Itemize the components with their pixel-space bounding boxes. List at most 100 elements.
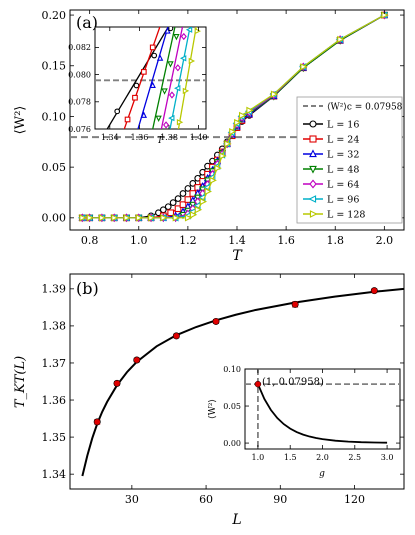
inset-series-l128 <box>176 27 201 129</box>
legend-swatch-marker <box>309 149 317 158</box>
legend-item: L = 32 <box>303 149 359 161</box>
panel-a-y-tick-label: 0.20 <box>42 9 67 22</box>
inset-data-point <box>180 32 187 41</box>
inset-data-point <box>163 121 170 129</box>
panel-a-x-tick-label: 1.2 <box>179 234 197 247</box>
inset-data-point <box>173 34 180 41</box>
panel-b-y-tick-label: 1.36 <box>42 394 67 407</box>
inset-data-point <box>194 27 201 35</box>
panel-a-inset-x-tick-label: 1.38 <box>160 133 178 142</box>
panel-b-inset-y-tick-label: 0.10 <box>223 365 241 374</box>
data-point <box>179 190 187 197</box>
panel-a-x-tick-label: 1.6 <box>277 234 295 247</box>
data-point <box>219 152 227 160</box>
tkt-data-point <box>291 300 299 308</box>
panel-b-y-tick-label: 1.35 <box>42 431 67 444</box>
inset-series-l48 <box>152 27 180 129</box>
data-point <box>184 214 193 222</box>
data-point <box>167 209 175 217</box>
panel-b-inset-x-tick-label: 3.0 <box>381 453 394 462</box>
inset-data-point <box>182 87 190 95</box>
inset-data-point <box>140 111 148 118</box>
inset-data-point <box>168 114 175 122</box>
panel-b-y-tick-label: 1.37 <box>42 357 67 370</box>
data-point <box>337 35 345 44</box>
inset-data-point <box>155 115 162 122</box>
panel-a-y-tick-label: 0.00 <box>42 212 67 225</box>
data-point <box>174 205 182 213</box>
panel-b-x-tick-label: 90 <box>273 493 287 506</box>
panel-b-x-tick-label: 60 <box>199 493 213 506</box>
legend-item: L = 24 <box>303 135 359 146</box>
data-point <box>229 127 237 136</box>
series-l128 <box>79 11 389 222</box>
data-point <box>270 90 279 98</box>
legend-swatch-marker <box>308 195 317 203</box>
panel-b-inset-x-tick-label: 2.0 <box>316 453 329 462</box>
inset-series-l24 <box>123 27 161 129</box>
panel-a-inset-x-tick-label: 1.40 <box>190 133 208 142</box>
panel-a-label: (a) <box>76 13 98 32</box>
tkt-marker <box>93 418 101 426</box>
data-point <box>169 199 177 206</box>
panel-b-inset-annotation: (1, 0.07958) <box>262 377 324 388</box>
inset-series-line <box>123 27 161 129</box>
data-point <box>174 195 182 202</box>
inset-series-line <box>177 27 197 129</box>
legend-item: L = 16 <box>303 120 359 131</box>
panel-b-inset-y-tick-label: 0.00 <box>223 439 241 448</box>
tkt-marker <box>370 287 378 295</box>
inset-series-l96 <box>168 27 193 129</box>
panel-a-y-axis-label: ⟨W²⟩ <box>13 106 28 135</box>
tkt-marker <box>172 332 180 340</box>
tkt-data-point <box>172 332 180 340</box>
panel-a-inset-x-tick-label: 1.36 <box>130 133 148 142</box>
data-point <box>148 214 156 222</box>
inset-b-curve <box>257 383 388 444</box>
legend-item: L = 48 <box>303 165 359 176</box>
tkt-data-point <box>133 356 141 364</box>
legend-swatch-marker <box>309 165 317 174</box>
legend-swatch-marker <box>309 135 317 143</box>
panel-a-y-tick-label: 0.05 <box>42 161 67 174</box>
tkt-data-point <box>113 379 121 387</box>
panel-a-x-axis-label: T <box>232 248 243 264</box>
inset-data-point <box>124 116 131 123</box>
inset-series-line <box>160 27 184 129</box>
panel-b-x-tick-label: 120 <box>344 493 365 506</box>
inset-data-point <box>156 54 164 61</box>
inset-data-point <box>168 91 175 99</box>
inset-series-line <box>137 27 169 129</box>
panel-a-inset-y-tick-label: 0.082 <box>68 43 91 52</box>
inset-series-l64 <box>160 27 187 129</box>
panel-a-inset-y-tick-label: 0.076 <box>68 125 91 134</box>
panel-b-inset-x-tick-label: 1.0 <box>252 453 265 462</box>
panel-a-inset-x-label: T <box>157 136 164 146</box>
data-point <box>160 214 168 222</box>
critical-point-marker <box>254 380 262 388</box>
inset-data-point <box>167 61 174 68</box>
legend-hline-label: ⟨W²⟩c = 0.07958 <box>327 103 403 113</box>
data-point <box>189 180 197 187</box>
data-point <box>164 203 172 211</box>
inset-data-point <box>132 94 138 101</box>
data-point <box>123 214 131 222</box>
data-point <box>79 214 87 222</box>
tkt-marker <box>291 300 299 308</box>
panel-b-y-axis-label: T_KT(L) <box>13 356 28 408</box>
inset-series-line <box>152 27 176 129</box>
data-point <box>224 140 232 148</box>
legend-swatch-marker <box>309 210 318 218</box>
panel-a-legend: ⟨W²⟩c = 0.07958 L = 16 L = 24 L = 32 L = 48… <box>296 96 403 224</box>
inset-data-point <box>133 82 140 89</box>
legend-label: L = 32 <box>327 150 359 161</box>
legend-label: L = 48 <box>327 165 359 176</box>
panel-b-inset-y-tick-label: 0.05 <box>223 402 241 411</box>
data-point <box>184 196 192 203</box>
panel-a-inset-x-tick-label: 1.34 <box>101 133 119 142</box>
legend-label: L = 64 <box>327 180 359 191</box>
panel-a-x-tick-label: 1.0 <box>130 234 148 247</box>
data-point <box>86 214 95 222</box>
panel-b-x-axis-label: L <box>231 512 241 528</box>
